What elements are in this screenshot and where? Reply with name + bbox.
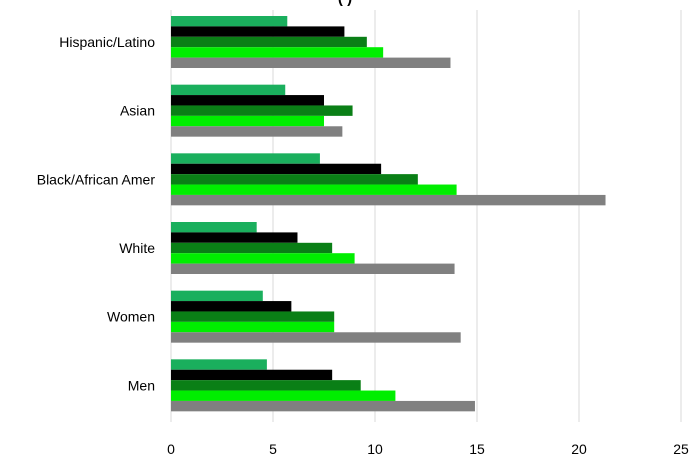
- bar-0-series-2: [171, 36, 367, 48]
- bar-1-series-4: [171, 126, 343, 137]
- category-label-0: Hispanic/Latino: [59, 34, 155, 50]
- bar-5-series-0: [171, 359, 267, 370]
- bar-4-series-0: [171, 290, 263, 302]
- bar-0-series-1: [171, 26, 345, 37]
- x-tick-label-0: 0: [167, 441, 175, 456]
- bar-1-series-2: [171, 105, 353, 116]
- x-tick-label-2: 10: [367, 441, 383, 456]
- bar-5-series-2: [171, 380, 361, 391]
- bar-3-series-1: [171, 232, 298, 243]
- bar-4-series-1: [171, 301, 292, 312]
- x-axis-tick-labels: 0 5 10 15 20 25: [167, 441, 689, 457]
- category-label-1: Asian: [120, 103, 155, 119]
- x-tick-label-5: 25: [673, 441, 689, 456]
- bar-5-series-3: [171, 390, 396, 401]
- bar-3-series-0: [171, 222, 257, 233]
- bar-3-series-3: [171, 253, 355, 264]
- bar-5-series-1: [171, 369, 333, 381]
- bar-2-series-4: [171, 194, 606, 206]
- bar-2-series-1: [171, 163, 382, 175]
- bar-4-series-2: [171, 311, 335, 322]
- bar-5-series-4: [171, 400, 475, 412]
- bar-1-series-3: [171, 115, 324, 127]
- bar-0-series-0: [171, 16, 288, 27]
- bar-2-series-2: [171, 174, 418, 185]
- x-tick-label-3: 15: [469, 441, 485, 456]
- chart-title-fragment: ( ): [338, 0, 352, 7]
- category-label-4: Women: [107, 309, 155, 325]
- x-tick-label-4: 20: [571, 441, 587, 456]
- bar-3-series-2: [171, 242, 333, 254]
- x-tick-label-1: 5: [269, 441, 277, 456]
- x-gridlines: [170, 10, 682, 422]
- bar-0-series-3: [171, 47, 384, 58]
- bar-1-series-1: [171, 95, 324, 106]
- bar-1-series-0: [171, 84, 286, 96]
- bar-2-series-0: [171, 153, 320, 164]
- bar-3-series-4: [171, 263, 455, 274]
- bar-2-series-3: [171, 184, 457, 195]
- category-label-3: White: [119, 240, 155, 256]
- category-axis-labels: Hispanic/Latino Asian Black/African Amer Wh…: [37, 34, 156, 393]
- bar-4-series-4: [171, 332, 461, 343]
- bar-4-series-3: [171, 321, 335, 333]
- category-label-2: Black/African Amer: [37, 171, 156, 187]
- category-label-5: Men: [128, 377, 155, 393]
- bar-series-group: [171, 16, 606, 412]
- bar-0-series-4: [171, 57, 451, 68]
